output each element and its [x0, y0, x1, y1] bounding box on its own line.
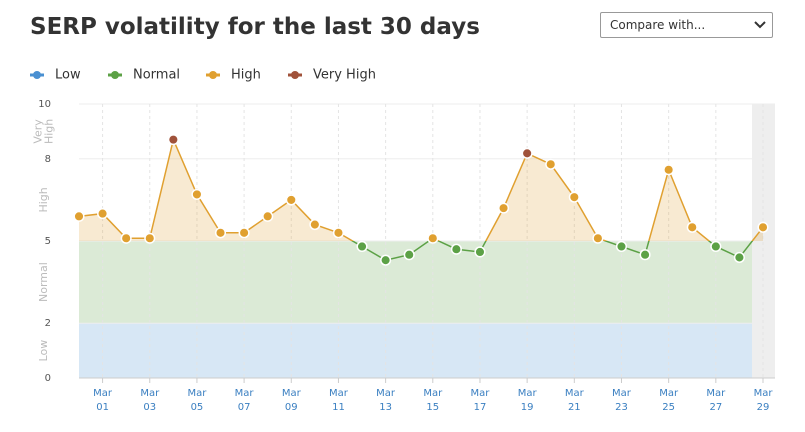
- x-tick-label: Mar 21: [565, 388, 585, 413]
- chevron: [754, 21, 766, 29]
- x-tick-label: Mar 19: [518, 388, 538, 413]
- legend-marker: [33, 71, 41, 79]
- dropdown-label: Compare with...: [610, 18, 706, 32]
- x-tick-label: Mar 13: [376, 388, 396, 413]
- point: [332, 227, 344, 239]
- compare-dropdown[interactable]: Compare with...: [600, 12, 773, 38]
- point: [733, 251, 745, 263]
- point: [356, 240, 368, 253]
- band: [79, 323, 752, 378]
- point: [639, 249, 651, 261]
- x-tick-label: Mar 03: [140, 388, 160, 413]
- point: [592, 232, 604, 244]
- band-label: Normal: [37, 262, 50, 302]
- legend-marker: [111, 71, 119, 79]
- band-label: High: [37, 187, 50, 212]
- legend-label: Very High: [313, 68, 376, 83]
- point: [120, 232, 132, 244]
- point: [615, 240, 628, 253]
- point: [380, 254, 392, 266]
- x-tick-label: Mar 01: [93, 388, 113, 413]
- x-tick-label: Mar 09: [282, 388, 302, 413]
- band-label: VeryHigh: [32, 119, 56, 144]
- point: [545, 158, 557, 170]
- point: [285, 194, 297, 206]
- legend-label: Low: [55, 68, 81, 83]
- legend-marker: [291, 71, 299, 79]
- point: [309, 219, 321, 231]
- y-tick-label: 5: [45, 236, 51, 247]
- point: [474, 246, 486, 258]
- point: [521, 147, 533, 159]
- x-tick-label: Mar 15: [423, 388, 443, 413]
- x-tick-label: Mar 27: [706, 388, 726, 413]
- point: [686, 221, 698, 233]
- y-tick-label: 2: [45, 318, 51, 329]
- point: [214, 227, 227, 239]
- x-tick-label: Mar 11: [329, 388, 349, 413]
- line-high: [78, 137, 764, 241]
- legend-marker: [209, 71, 217, 79]
- point: [757, 221, 769, 233]
- x-tick-label: Mar 29: [754, 388, 774, 413]
- point: [144, 232, 156, 244]
- point: [568, 191, 580, 203]
- y-tick-label: 0: [45, 373, 51, 384]
- x-tick-label: Mar 25: [659, 388, 679, 413]
- point: [191, 188, 203, 200]
- point: [73, 210, 85, 222]
- y-tick-label: 10: [38, 99, 51, 110]
- band-label: Low: [37, 340, 50, 362]
- point: [498, 202, 510, 214]
- legend-label: Normal: [133, 68, 180, 83]
- point: [450, 243, 462, 255]
- x-tick-label: Mar 23: [612, 388, 632, 413]
- page-title: SERP volatility for the last 30 days: [30, 14, 480, 40]
- x-tick-label: Mar 05: [187, 388, 207, 413]
- point: [238, 227, 250, 239]
- point: [403, 249, 415, 261]
- y-tick-label: 8: [45, 154, 51, 165]
- point: [167, 134, 179, 146]
- x-tick-label: Mar 17: [471, 388, 491, 413]
- legend-label: High: [231, 68, 261, 83]
- point: [427, 232, 439, 244]
- point: [663, 164, 675, 176]
- band: [79, 241, 752, 324]
- x-tick-label: Mar 07: [235, 388, 255, 413]
- line-normal: [351, 241, 754, 261]
- point: [97, 208, 109, 220]
- point: [262, 210, 274, 222]
- point: [710, 240, 722, 253]
